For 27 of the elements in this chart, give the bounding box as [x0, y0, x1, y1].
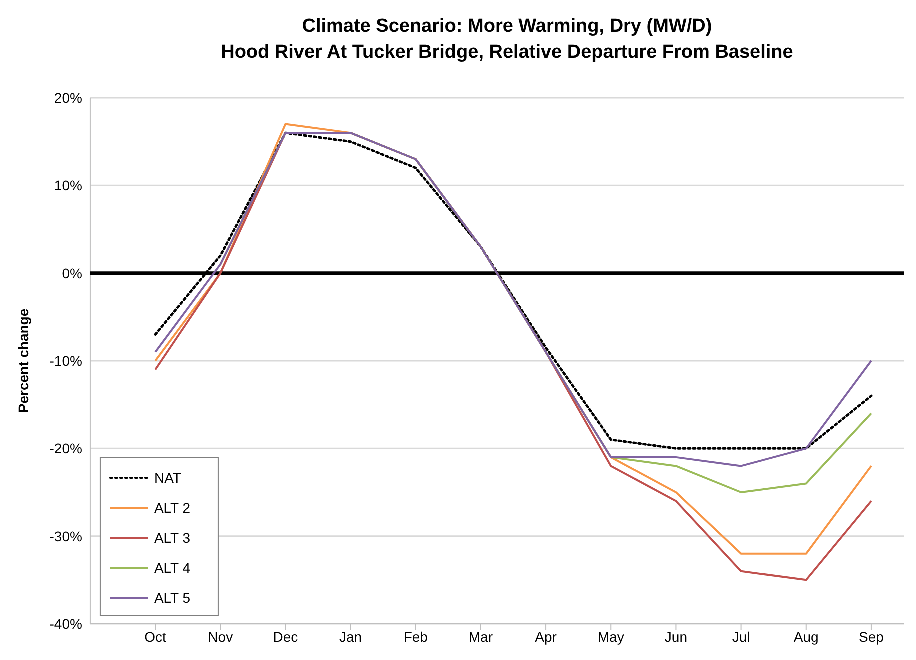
- chart-title: Climate Scenario: More Warming, Dry (MW/D): [302, 16, 712, 37]
- legend-label: ALT 4: [154, 560, 191, 576]
- legend-label: ALT 3: [154, 530, 191, 546]
- legend-label: NAT: [154, 470, 182, 486]
- x-tick-label: Sep: [858, 629, 884, 645]
- x-tick-label: Nov: [208, 629, 234, 645]
- legend-label: ALT 2: [154, 500, 191, 516]
- x-tick-label: Mar: [468, 629, 494, 645]
- y-tick-label: 10%: [54, 178, 82, 194]
- x-tick-label: Jun: [664, 629, 688, 645]
- y-tick-label: 0%: [62, 265, 82, 282]
- y-tick-label: 20%: [54, 90, 82, 106]
- chart-subtitle: Hood River At Tucker Bridge, Relative Departure From Baseline: [221, 42, 794, 63]
- x-tick-label: Oct: [144, 629, 167, 645]
- x-tick-label: Apr: [535, 629, 558, 645]
- x-tick-label: Jan: [340, 629, 362, 645]
- x-tick-label: Jul: [732, 629, 750, 645]
- y-axis-title: Percent change: [15, 308, 32, 414]
- y-tick-label: -10%: [50, 353, 82, 369]
- y-tick-label: -30%: [50, 528, 82, 544]
- x-tick-label: Dec: [273, 629, 298, 645]
- legend-label: ALT 5: [154, 590, 191, 606]
- y-tick-label: -40%: [50, 616, 82, 632]
- x-tick-label: Feb: [404, 629, 428, 645]
- x-tick-label: May: [598, 629, 624, 645]
- x-tick-label: Aug: [794, 629, 819, 645]
- y-tick-label: -20%: [50, 440, 82, 457]
